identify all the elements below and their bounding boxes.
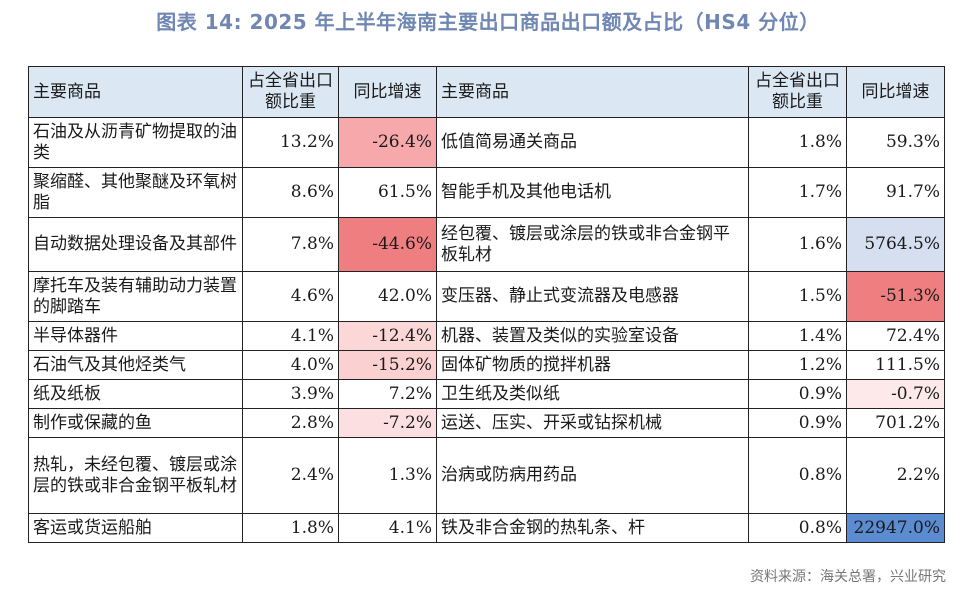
- table-row: 摩托车及装有辅助动力装置的脚踏车 4.6% 42.0% 变压器、静止式变流器及电感器 1…: [28, 271, 945, 322]
- yoy-growth: 701.2%: [846, 408, 945, 438]
- product-name: 热轧，未经包覆、镀层或涂层的铁或非合金钢平板轧材: [28, 437, 243, 514]
- yoy-growth: 59.3%: [846, 117, 945, 168]
- export-share: 1.2%: [748, 350, 847, 380]
- export-share: 0.8%: [748, 513, 847, 543]
- product-name: 半导体器件: [28, 321, 243, 351]
- product-name: 卫生纸及类似纸: [436, 379, 749, 409]
- product-name: 聚缩醛、其他聚醚及环氧树脂: [28, 167, 243, 218]
- product-name: 摩托车及装有辅助动力装置的脚踏车: [28, 271, 243, 322]
- yoy-growth: 7.2%: [338, 379, 437, 409]
- product-name: 运送、压实、开采或钻探机械: [436, 408, 749, 438]
- product-name: 机器、装置及类似的实验室设备: [436, 321, 749, 351]
- yoy-growth: -44.6%: [338, 217, 437, 272]
- export-share: 4.0%: [242, 350, 339, 380]
- yoy-growth: -0.7%: [846, 379, 945, 409]
- product-name: 低值简易通关商品: [436, 117, 749, 168]
- export-share: 8.6%: [242, 167, 339, 218]
- chart-title: 图表 14: 2025 年上半年海南主要出口商品出口额及占比（HS4 分位）: [156, 10, 820, 34]
- export-share: 13.2%: [242, 117, 339, 168]
- header-product-2: 主要商品: [436, 66, 749, 118]
- export-share: 0.9%: [748, 408, 847, 438]
- header-product: 主要商品: [28, 66, 243, 118]
- export-share: 1.8%: [748, 117, 847, 168]
- product-name: 纸及纸板: [28, 379, 243, 409]
- export-share: 3.9%: [242, 379, 339, 409]
- export-share: 2.4%: [242, 437, 339, 514]
- yoy-growth: 91.7%: [846, 167, 945, 218]
- header-growth: 同比增速: [338, 66, 437, 118]
- table-row: 纸及纸板 3.9% 7.2% 卫生纸及类似纸 0.9% -0.7%: [28, 379, 945, 409]
- table-row: 聚缩醛、其他聚醚及环氧树脂 8.6% 61.5% 智能手机及其他电话机 1.7% 91.7…: [28, 167, 945, 218]
- header-share: 占全省出口额比重: [242, 66, 339, 118]
- export-share: 1.4%: [748, 321, 847, 351]
- export-share: 1.6%: [748, 217, 847, 272]
- export-share: 1.5%: [748, 271, 847, 322]
- product-name: 变压器、静止式变流器及电感器: [436, 271, 749, 322]
- table-row: 半导体器件 4.1% -12.4% 机器、装置及类似的实验室设备 1.4% 72.4%: [28, 321, 945, 351]
- table-row: 石油气及其他烃类气 4.0% -15.2% 固体矿物质的搅拌机器 1.2% 111.5%: [28, 350, 945, 380]
- product-name: 固体矿物质的搅拌机器: [436, 350, 749, 380]
- yoy-growth: -7.2%: [338, 408, 437, 438]
- export-share: 4.1%: [242, 321, 339, 351]
- product-name: 自动数据处理设备及其部件: [28, 217, 243, 272]
- yoy-growth: 1.3%: [338, 437, 437, 514]
- export-share: 7.8%: [242, 217, 339, 272]
- export-share: 4.6%: [242, 271, 339, 322]
- export-share: 2.8%: [242, 408, 339, 438]
- header-row: 主要商品 占全省出口额比重 同比增速 主要商品 占全省出口额比重 同比增速: [28, 66, 945, 118]
- product-name: 客运或货运船舶: [28, 513, 243, 543]
- export-table: 主要商品 占全省出口额比重 同比增速 主要商品 占全省出口额比重 同比增速 石油…: [28, 66, 945, 543]
- table-row: 制作或保藏的鱼 2.8% -7.2% 运送、压实、开采或钻探机械 0.9% 701.2%: [28, 408, 945, 438]
- export-share: 0.9%: [748, 379, 847, 409]
- table-row: 客运或货运船舶 1.8% 4.1% 铁及非合金钢的热轧条、杆 0.8% 22947.0%: [28, 513, 945, 543]
- source-note: 资料来源：海关总署，兴业研究: [750, 569, 946, 585]
- yoy-growth: 72.4%: [846, 321, 945, 351]
- product-name: 石油气及其他烃类气: [28, 350, 243, 380]
- table-row: 自动数据处理设备及其部件 7.8% -44.6% 经包覆、镀层或涂层的铁或非合金钢平板…: [28, 217, 945, 272]
- yoy-growth: -12.4%: [338, 321, 437, 351]
- yoy-growth: 42.0%: [338, 271, 437, 322]
- export-share: 1.8%: [242, 513, 339, 543]
- yoy-growth: 111.5%: [846, 350, 945, 380]
- export-share: 0.8%: [748, 437, 847, 514]
- yoy-growth: -15.2%: [338, 350, 437, 380]
- yoy-growth: -26.4%: [338, 117, 437, 168]
- product-name: 铁及非合金钢的热轧条、杆: [436, 513, 749, 543]
- yoy-growth: -51.3%: [846, 271, 945, 322]
- product-name: 智能手机及其他电话机: [436, 167, 749, 218]
- product-name: 制作或保藏的鱼: [28, 408, 243, 438]
- header-share-2: 占全省出口额比重: [748, 66, 847, 118]
- product-name: 经包覆、镀层或涂层的铁或非合金钢平板轧材: [436, 217, 749, 272]
- yoy-growth: 22947.0%: [846, 513, 945, 543]
- product-name: 治病或防病用药品: [436, 437, 749, 514]
- export-share: 1.7%: [748, 167, 847, 218]
- product-name: 石油及从沥青矿物提取的油类: [28, 117, 243, 168]
- table-row: 石油及从沥青矿物提取的油类 13.2% -26.4% 低值简易通关商品 1.8% 59.3…: [28, 117, 945, 168]
- yoy-growth: 5764.5%: [846, 217, 945, 272]
- table-row: 热轧，未经包覆、镀层或涂层的铁或非合金钢平板轧材 2.4% 1.3% 治病或防病用药品…: [28, 437, 945, 514]
- yoy-growth: 2.2%: [846, 437, 945, 514]
- header-growth-2: 同比增速: [846, 66, 945, 118]
- yoy-growth: 61.5%: [338, 167, 437, 218]
- yoy-growth: 4.1%: [338, 513, 437, 543]
